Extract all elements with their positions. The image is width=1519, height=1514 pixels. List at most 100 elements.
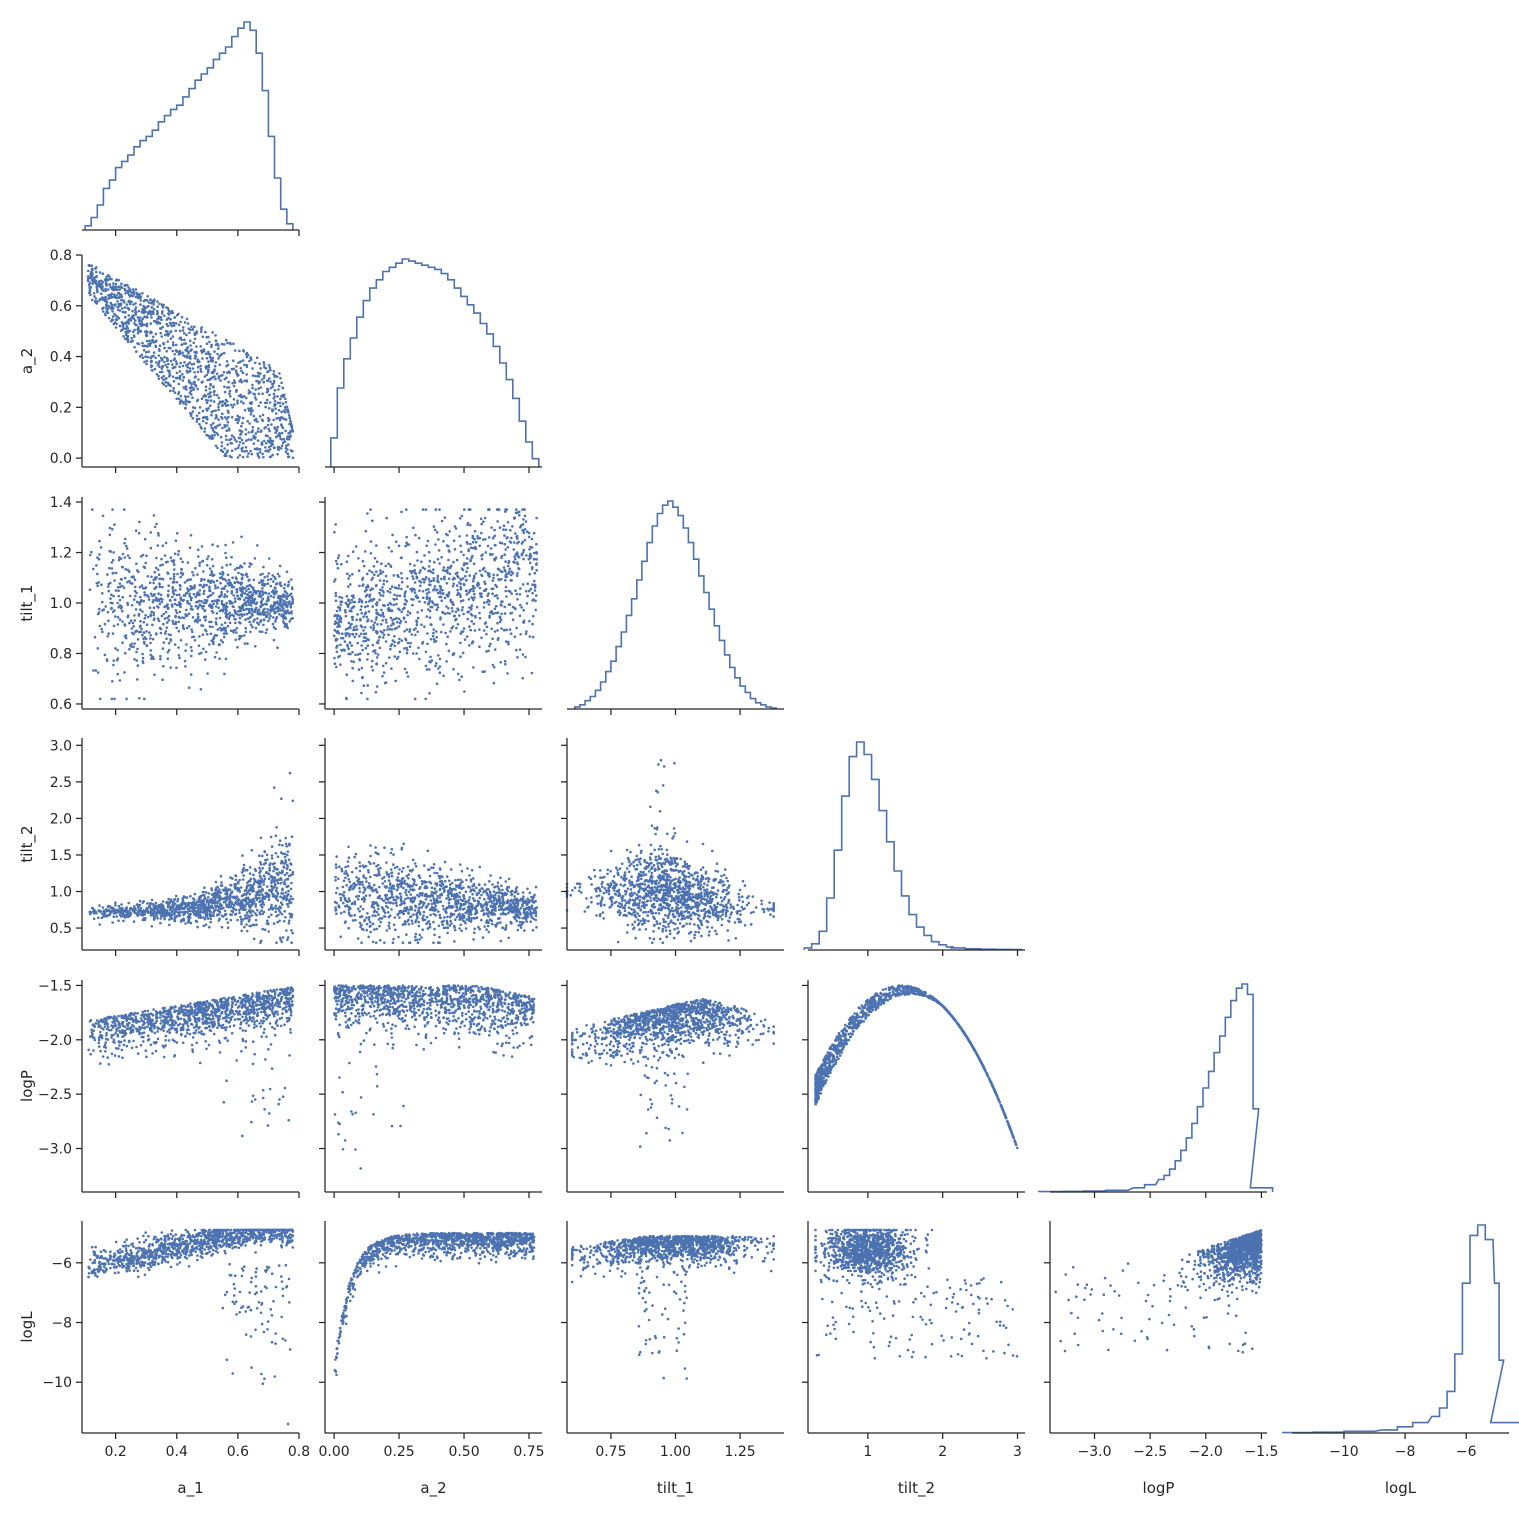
point	[166, 366, 169, 369]
point	[155, 567, 158, 570]
point	[238, 417, 241, 420]
point	[458, 535, 461, 538]
point	[183, 895, 186, 898]
point	[478, 645, 481, 648]
point	[200, 605, 203, 608]
point	[500, 600, 503, 603]
point	[247, 431, 250, 434]
point	[532, 636, 535, 639]
point	[511, 525, 514, 528]
point	[139, 620, 142, 623]
point	[214, 587, 217, 590]
point	[213, 434, 216, 437]
point	[169, 577, 172, 580]
point	[256, 420, 259, 423]
point	[279, 565, 282, 568]
point	[431, 600, 434, 603]
point	[466, 635, 469, 638]
point	[212, 912, 215, 915]
point	[240, 396, 243, 399]
point	[211, 331, 214, 334]
point	[219, 627, 222, 630]
point	[287, 443, 290, 446]
point	[423, 625, 426, 628]
point	[138, 310, 141, 313]
point	[262, 456, 265, 459]
point	[256, 356, 259, 359]
point	[255, 627, 258, 630]
point	[362, 640, 365, 643]
point	[379, 579, 382, 582]
point	[438, 549, 441, 552]
point	[163, 356, 166, 359]
point	[172, 622, 175, 625]
point	[385, 621, 388, 624]
point	[91, 275, 94, 278]
point	[482, 538, 485, 541]
point	[377, 653, 380, 656]
point	[236, 919, 239, 922]
point	[164, 632, 167, 635]
point	[235, 613, 238, 616]
point	[234, 582, 237, 585]
point	[109, 527, 112, 530]
point	[162, 375, 165, 378]
point	[284, 882, 287, 885]
point	[239, 433, 242, 436]
point	[266, 628, 269, 631]
point	[145, 363, 148, 366]
point	[145, 351, 148, 354]
point	[387, 604, 390, 607]
point	[424, 601, 427, 604]
point	[111, 567, 114, 570]
point	[117, 285, 120, 288]
point	[225, 435, 228, 438]
point	[372, 644, 375, 647]
point	[261, 453, 264, 456]
point	[222, 915, 225, 918]
point	[147, 305, 150, 308]
point	[383, 629, 386, 632]
point	[201, 357, 204, 360]
point	[501, 555, 504, 558]
point	[468, 644, 471, 647]
point	[120, 903, 123, 906]
point	[404, 638, 407, 641]
point	[103, 912, 106, 915]
point	[207, 917, 210, 920]
point	[504, 569, 507, 572]
point	[219, 572, 222, 575]
point	[371, 587, 374, 590]
point	[242, 869, 245, 872]
point	[237, 456, 240, 459]
point	[284, 583, 287, 586]
point	[190, 326, 193, 329]
point	[504, 560, 507, 563]
point	[366, 698, 369, 701]
point	[241, 430, 244, 433]
point	[391, 585, 394, 588]
point	[119, 679, 122, 682]
point	[212, 603, 215, 606]
point	[266, 885, 269, 888]
point	[194, 893, 197, 896]
point	[389, 591, 392, 594]
point	[233, 436, 236, 439]
point	[273, 370, 276, 373]
point	[140, 322, 143, 325]
point	[428, 668, 431, 671]
point	[112, 595, 115, 598]
point	[215, 623, 218, 626]
point	[288, 612, 291, 615]
point	[277, 573, 280, 576]
point	[113, 698, 116, 701]
point	[161, 598, 164, 601]
point	[254, 905, 257, 908]
point	[439, 618, 442, 621]
point	[382, 665, 385, 668]
point	[263, 875, 266, 878]
point	[414, 581, 417, 584]
point	[273, 590, 276, 593]
point	[145, 333, 148, 336]
point	[95, 271, 98, 274]
